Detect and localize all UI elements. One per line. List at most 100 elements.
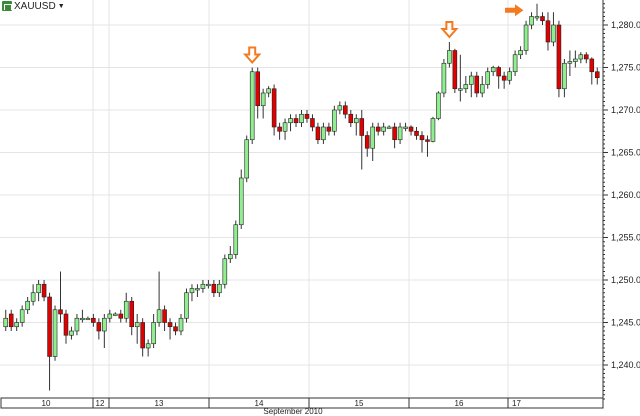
arrow-down-icon — [243, 46, 262, 65]
candle-body — [332, 109, 337, 132]
x-axis-title: September 2010 — [263, 407, 323, 416]
candle-body — [501, 75, 507, 81]
candle — [523, 20, 529, 55]
candle-body — [156, 309, 162, 323]
candle-body — [25, 300, 30, 311]
candle-body — [134, 322, 140, 328]
y-tick-label: 1,250.00 — [611, 275, 640, 285]
candle-body — [375, 126, 381, 132]
candle — [162, 305, 167, 331]
candle-body — [452, 50, 458, 90]
candle-body — [441, 62, 447, 94]
candle — [156, 271, 162, 327]
candle-body — [140, 322, 145, 349]
caret-down-icon[interactable]: ▼ — [57, 2, 65, 10]
candle — [112, 312, 118, 316]
candle — [408, 125, 414, 136]
candle — [145, 339, 151, 357]
candle — [80, 309, 85, 323]
candle-body — [80, 317, 85, 321]
candle — [518, 46, 523, 59]
candle — [19, 305, 25, 327]
candle — [282, 118, 288, 140]
candle-body — [260, 92, 266, 107]
candle-body — [244, 139, 250, 179]
candle-body — [167, 322, 173, 328]
candle — [562, 59, 567, 98]
candle-body — [178, 317, 184, 332]
candle — [534, 3, 540, 21]
candle-body — [8, 313, 14, 328]
candle — [52, 305, 58, 361]
candle — [299, 110, 304, 127]
candle-body — [594, 71, 600, 78]
candle-body — [112, 313, 118, 316]
candle-body — [589, 58, 595, 73]
candle-body — [277, 126, 282, 132]
candle-body — [293, 118, 299, 124]
candle-body — [392, 126, 397, 141]
candle-body — [238, 177, 244, 226]
candle-body — [578, 54, 584, 60]
x-tick-label: 12 — [96, 399, 105, 408]
symbol-selector[interactable]: XAUUSD ▼ — [2, 0, 65, 12]
candle-body — [36, 283, 41, 294]
candle — [594, 67, 600, 85]
candle-body — [189, 288, 195, 294]
candle-body — [271, 88, 277, 128]
candles — [3, 3, 600, 391]
candle — [277, 122, 282, 140]
candle — [375, 122, 381, 136]
candle — [129, 297, 134, 336]
candle — [140, 318, 145, 357]
candle — [430, 116, 436, 143]
candle — [173, 322, 178, 336]
x-axis: September 2010 10 12 13 14 15 16 17 — [0, 397, 604, 416]
candle-body — [490, 67, 496, 73]
candle — [463, 76, 469, 93]
candle — [474, 71, 480, 98]
candle — [69, 326, 74, 340]
candle — [47, 292, 52, 391]
candle-body — [479, 84, 485, 94]
candle-body — [562, 62, 567, 90]
candle-body — [47, 296, 52, 357]
candle — [195, 284, 200, 297]
candle-body — [58, 309, 63, 315]
candle — [556, 20, 562, 98]
candle — [353, 114, 359, 136]
candle-body — [266, 88, 271, 94]
candle-body — [299, 113, 304, 124]
candle-body — [496, 67, 501, 77]
grid — [0, 0, 603, 398]
y-tick-label: 1,265.00 — [611, 148, 640, 158]
candle-body — [381, 126, 386, 132]
candle-body — [30, 292, 36, 302]
y-axis: 1,240.00 1,245.00 1,250.00 1,255.00 1,260.00… — [602, 0, 640, 408]
candle-body — [485, 71, 491, 85]
x-tick-label: 16 — [455, 399, 464, 408]
candle-body — [430, 118, 436, 142]
candle — [567, 50, 573, 76]
candle — [441, 59, 447, 98]
candle — [507, 67, 512, 85]
candle — [403, 122, 408, 132]
candle — [386, 125, 392, 129]
candle-body — [145, 343, 151, 349]
candle-body — [102, 317, 107, 332]
candle — [167, 318, 173, 340]
candle-body — [14, 322, 19, 328]
candle-body — [436, 92, 441, 119]
candle — [222, 254, 228, 289]
candle-body — [469, 75, 474, 85]
y-tick-label: 1,245.00 — [611, 318, 640, 328]
candle-body — [348, 113, 354, 124]
candle — [414, 127, 419, 140]
candle-body — [107, 313, 113, 319]
candle — [178, 314, 184, 336]
candle-body — [85, 317, 91, 321]
candle — [206, 280, 211, 289]
candle — [14, 318, 19, 331]
symbol-label: XAUUSD — [14, 0, 56, 12]
candle-body — [337, 105, 343, 111]
